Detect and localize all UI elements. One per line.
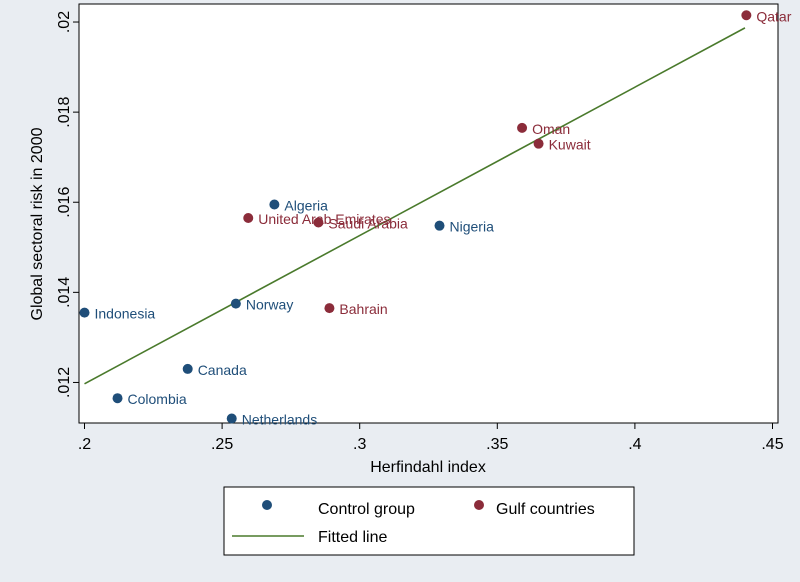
legend-label-gulf-countries: Gulf countries xyxy=(496,501,595,518)
legend-label-fitted-line: Fitted line xyxy=(318,529,387,546)
y-axis: .012 .014 .016 .018 .02 xyxy=(56,11,79,398)
x-axis: .2 .25 .3 .35 .4 .45 xyxy=(78,423,784,453)
point-label-saudi-arabia: Saudi Arabia xyxy=(328,216,408,232)
point-nigeria xyxy=(434,220,445,231)
point-label-qatar: Qatar xyxy=(756,8,791,24)
point-indonesia xyxy=(79,307,90,318)
x-tick-label: .4 xyxy=(628,436,641,453)
point-netherlands xyxy=(226,413,237,424)
y-tick-label: .012 xyxy=(56,367,73,398)
x-tick-label: .35 xyxy=(486,436,508,453)
point-united-arab-emirates xyxy=(243,213,254,224)
x-tick-label: .25 xyxy=(211,436,233,453)
point-label-bahrain: Bahrain xyxy=(339,301,387,317)
point-label-oman: Oman xyxy=(532,121,570,137)
legend-box xyxy=(223,486,635,556)
legend: Control group Gulf countries Fitted line xyxy=(223,486,635,556)
point-label-canada: Canada xyxy=(198,362,247,378)
point-qatar xyxy=(741,10,752,21)
legend-marker-gulf-countries xyxy=(474,500,484,510)
x-tick-label: .45 xyxy=(761,436,783,453)
point-label-indonesia: Indonesia xyxy=(95,306,156,322)
point-label-colombia: Colombia xyxy=(128,391,187,407)
point-label-norway: Norway xyxy=(246,297,293,313)
point-colombia xyxy=(112,393,123,404)
point-algeria xyxy=(269,199,280,210)
x-tick-label: .3 xyxy=(353,436,366,453)
point-saudi-arabia xyxy=(313,217,324,228)
y-tick-label: .02 xyxy=(56,11,73,33)
plot-area xyxy=(78,3,779,424)
point-label-nigeria: Nigeria xyxy=(450,219,495,235)
fitted-line xyxy=(84,27,746,385)
point-label-united-arab-emirates: United Arab Emirates xyxy=(258,211,390,227)
point-label-algeria: Algeria xyxy=(284,197,328,213)
point-canada xyxy=(182,363,193,374)
fitted-line-layer xyxy=(84,27,746,385)
legend-label-control-group: Control group xyxy=(318,501,415,518)
x-axis-label: Herfindahl index xyxy=(370,459,486,476)
point-oman xyxy=(517,122,528,133)
point-bahrain xyxy=(324,303,335,314)
y-tick-label: .018 xyxy=(56,96,73,127)
legend-marker-control-group xyxy=(262,500,272,510)
point-norway xyxy=(230,298,241,309)
y-tick-label: .014 xyxy=(56,277,73,308)
y-tick-label: .016 xyxy=(56,187,73,218)
points-layer: Indonesia Colombia Canada Netherlands Norway… xyxy=(79,8,792,427)
x-tick-label: .2 xyxy=(78,436,91,453)
y-axis-label: Global sectoral risk in 2000 xyxy=(29,127,46,320)
point-label-kuwait: Kuwait xyxy=(549,137,591,153)
point-label-netherlands: Netherlands xyxy=(242,411,318,427)
point-kuwait xyxy=(533,138,544,149)
